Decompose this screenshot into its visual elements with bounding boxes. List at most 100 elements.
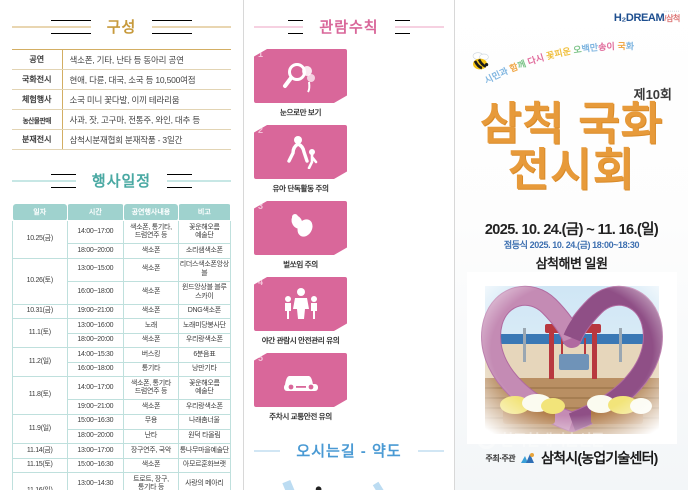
schedule-date: 11.8(토) [12,376,68,415]
event-place: 삼척해변 일원 [535,256,608,271]
schedule-note: 아모르훈화브랫 [177,457,232,474]
schedule-program: 트로트, 장구, 통기타 등 [123,472,179,490]
schedule-date: 11.14(금) [12,443,68,459]
rule-tile: 3 [254,201,347,255]
schedule-note: 꽃운해오름 예술단 [177,219,232,245]
schedule-time: 19:00~21:00 [66,303,125,320]
festival-photo [467,272,677,444]
composition-value: 현애, 다륜, 대국, 소국 등 10,500여점 [62,69,231,90]
schedule-row: 11.14(금) 13:00~17:00 장구연주, 국악 통나무마을예술단 [12,443,232,459]
map-roads [282,480,384,490]
schedule-note: 우리랑색소폰 [177,332,232,349]
schedule-row: 18:00~20:00 색소폰 소리샘색소폰 [13,243,232,259]
rule-tile: 1 [254,49,347,103]
composition-value: 색소폰, 기타, 난타 등 동아리 공연 [62,49,231,70]
left-column: 구성 공연 색소폰, 기타, 난타 등 동아리 공연 국화전시 현애, 다륜, 대국,… [0,0,243,490]
schedule-date: 10.31(금) [12,303,68,320]
schedule-date: 11.9(일) [12,413,68,445]
schedule-time: 14:00~17:00 [66,376,125,401]
rules-heading: 관람수칙 [303,14,395,39]
schedule-time: 15:00~16:30 [66,457,125,474]
schedule-date: 11.16(일) [12,472,68,490]
composition-row: 국화전시 현애, 다륜, 대국, 소국 등 10,500여점 [12,69,231,90]
schedule-program: 무용 [123,413,179,430]
composition-value: 삼척시분재협회 분재작품 - 3일간 [62,129,231,150]
schedule-program: 색소폰 [123,243,179,259]
schedule-note: 나래춤너울 [177,413,232,430]
watermark-text: 한국현대미술신문 [500,431,605,449]
schedule-row: 11.15(토) 15:00~16:30 색소폰 아모르훈화브랫 [12,457,232,474]
lighting-ceremony: 점등식 2025. 10. 24.(금) 18:00~18:30 [503,240,640,250]
rule-tile: 5 [254,353,347,407]
schedule-table: 일자 시간 공연행사내용 비고 10.25(금) 14:00~17:00 색소폰, 통기타… [12,203,232,490]
schedule-program: 색소폰 [123,332,179,349]
schedule-time: 18:00~20:00 [66,243,125,259]
schedule-program: 장구연주, 국악 [123,443,179,459]
news-watermark: 한국현대미술신문 [477,426,677,452]
schedule-note: 윈드앙상블 블루스카이 [177,280,232,305]
schedule-program: 노래 [123,318,179,334]
schedule-note: 노래미당봉사단 [177,318,232,334]
car-icon [283,376,318,391]
logo-dots: •••••••• [663,9,680,13]
location-map[interactable]: 쏠비치 삼척 삼척해 수욕장 종합안내센터 삼척중앙 초등학교 국화 전시회장 [254,473,444,490]
schedule-column-header: 공연행사내용 [123,203,179,221]
schedule-program: 색소폰 [123,303,179,320]
bee-icon [290,214,312,237]
schedule-program: 통기타 [123,361,179,378]
rule-item: 5 주차시 교통안전 유의 [254,353,347,422]
schedule-header-row: 일자 시간 공연행사내용 비고 [12,203,232,221]
map-pin-sol [315,486,322,490]
rule-caption: 벌쏘임 주의 [283,260,318,269]
schedule-row: 16:00~18:00 색소폰 윈드앙상블 블루스카이 [13,280,232,305]
schedule-time: 16:00~18:00 [66,280,125,305]
schedule-row: 16:00~18:00 통기타 낭만기타 [13,361,232,378]
schedule-time: 14:00~17:00 [66,219,125,245]
composition-key: 국화전시 [12,69,63,90]
schedule-time: 18:00~20:00 [66,332,125,349]
schedule-note: 낭만기타 [177,361,232,378]
schedule-time: 14:00~15:30 [66,347,125,363]
schedule-note: 원덕 타올림 [177,428,232,445]
logo-sub: /삼척 [664,14,680,23]
svg-text:시민과 함께 다시 꽃피운 오백만송이 국화: 시민과 함께 다시 꽃피운 오백만송이 국화 [483,40,635,86]
rule-caption: 야간 관람시 안전관리 유의 [261,336,340,345]
composition-value: 소국 미니 꽃다발, 이끼 테라리움 [62,89,231,110]
composition-table: 공연 색소폰, 기타, 난타 등 동아리 공연 국화전시 현애, 다륜, 대국, 소국… [12,49,231,150]
right-poster-column: •••••••• H₂DREAM/삼척 시민과 함께 다시 꽃피운 오백만송이 … [455,0,688,490]
schedule-time: 18:00~20:00 [66,428,125,445]
middle-column: 관람수칙 1 눈으로만 보기 2 유아 단독활동 주의 3 벌쏘임 주의 4 야간 관람시 안… [243,0,455,490]
schedule-date: 10.26(토) [12,257,68,305]
rule-number: 1 [258,49,264,59]
tagline-curved-text: 시민과 함께 다시 꽃피운 오백만송이 국화 [465,40,680,90]
samcheok-emblem-icon [521,452,535,463]
rule-number: 5 [258,353,264,363]
schedule-date: 11.1(토) [12,318,68,349]
schedule-program: 버스킹 [123,347,179,363]
rule-number: 2 [258,125,264,135]
schedule-date: 11.15(토) [12,457,68,474]
schedule-time: 13:00~15:00 [66,257,125,282]
family-icon [284,288,317,319]
poster-title-line2: 전시회 [507,144,636,196]
rules-section-header: 관람수칙 [254,14,444,39]
schedule-row: 10.25(금) 14:00~17:00 색소폰, 통기타, 드럼연주 등 꽃운해오름 예… [12,219,232,259]
schedule-row: 11.2(일) 14:00~15:30 버스킹 6분음표 [12,347,232,378]
schedule-column-header: 비고 [177,203,232,221]
composition-row: 농산물판매 사과, 잣, 고구마, 전통주, 와인, 대추 등 [12,109,231,130]
composition-key: 체험행사 [12,89,63,110]
rule-caption: 주차시 교통안전 유의 [269,412,332,421]
h2dream-logo: •••••••• H₂DREAM/삼척 [614,9,681,24]
schedule-column-header: 일자 [12,203,68,221]
bee-icon [469,52,493,72]
schedule-row: 18:00~20:00 난타 원덕 타올림 [13,428,232,445]
schedule-note: 리더스색소폰앙상블 [177,257,232,282]
rule-item: 2 유아 단독활동 주의 [254,125,347,194]
schedule-row: 19:00~21:00 색소폰 우리랑색소폰 [13,399,232,415]
schedule-time: 13:00~14:30 [66,472,125,490]
schedule-time: 13:00~16:00 [66,318,125,334]
schedule-row: 10.26(토) 13:00~15:00 색소폰 리더스색소폰앙상블 [12,257,232,305]
poster-title: 삼척 국화 전시회 [455,101,688,196]
schedule-column-header: 시간 [66,203,125,221]
